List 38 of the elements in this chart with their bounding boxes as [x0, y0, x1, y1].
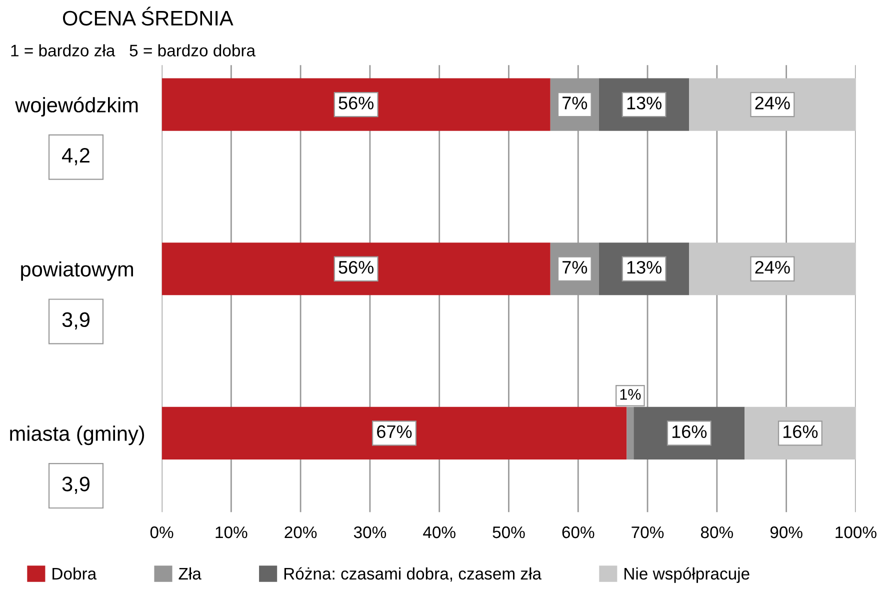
data-label: 56% [338, 96, 374, 110]
data-label: 7% [562, 261, 588, 274]
bar [162, 242, 550, 296]
bar [162, 406, 627, 460]
data-label: 7% [562, 96, 588, 110]
text: 4,2 [62, 148, 90, 166]
x-tick-label: 10% [216, 526, 248, 538]
data-label: 24% [755, 260, 790, 274]
y-tick-label: wojewódzkim [15, 96, 138, 117]
legend-label: Zła [178, 567, 202, 580]
y-tick-label: miasta (gminy) [10, 426, 144, 446]
y-tick-label: powiatowym [21, 261, 133, 281]
x-tick-label: 90% [770, 526, 802, 538]
legend-label: Dobra [52, 567, 97, 580]
x-tick-label: 30% [354, 526, 386, 538]
data-label: 13% [627, 260, 662, 274]
x-tick-label: 100% [836, 526, 876, 538]
text: 3,9 [62, 476, 90, 494]
text: 3,9 [62, 312, 90, 330]
x-tick-label: 70% [632, 526, 664, 538]
bar [162, 78, 550, 131]
x-tick-label: 0% [150, 526, 174, 538]
x-tick-label: 20% [284, 526, 317, 538]
data-label: 67% [377, 425, 412, 438]
data-label: 16% [784, 425, 818, 438]
x-tick-label: 60% [562, 526, 594, 538]
x-tick-label: 40% [423, 526, 456, 538]
chart-title: OCENA ŚREDNIA [62, 6, 234, 26]
data-label: 56% [338, 260, 374, 274]
chart-subtitle: 1 = bardzo zła 5 = bardzo dobra [11, 44, 256, 56]
x-tick-label: 50% [492, 526, 525, 538]
data-label: 1% [620, 389, 641, 400]
legend-label: Nie współpracuje [624, 567, 750, 583]
legend-label: Różna: czasami dobra, czasem zła [284, 567, 542, 582]
data-label: 16% [672, 425, 707, 438]
x-tick-label: 80% [700, 526, 734, 538]
data-label: 13% [627, 96, 662, 110]
data-label: 24% [755, 96, 790, 110]
